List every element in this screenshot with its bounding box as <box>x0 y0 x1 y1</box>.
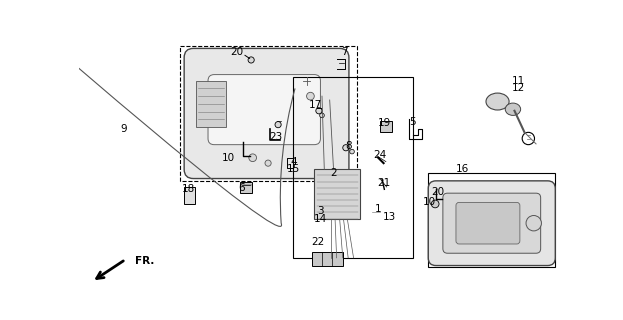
FancyBboxPatch shape <box>443 193 541 253</box>
Text: 20: 20 <box>431 188 444 197</box>
Text: 14: 14 <box>314 213 327 224</box>
Ellipse shape <box>505 103 521 116</box>
Text: 5: 5 <box>409 116 416 126</box>
Circle shape <box>307 92 314 100</box>
Text: 17: 17 <box>309 100 323 110</box>
Bar <box>293 77 413 258</box>
FancyBboxPatch shape <box>208 75 320 145</box>
Ellipse shape <box>486 93 509 110</box>
FancyBboxPatch shape <box>428 181 555 266</box>
Text: 9: 9 <box>121 124 128 134</box>
Bar <box>196 81 226 127</box>
Text: 10: 10 <box>423 196 436 207</box>
Text: 6: 6 <box>238 183 244 193</box>
Text: 3: 3 <box>317 206 324 216</box>
Bar <box>314 169 361 219</box>
Text: FR.: FR. <box>135 256 155 266</box>
Text: 23: 23 <box>269 132 282 142</box>
Text: 15: 15 <box>287 164 300 174</box>
Text: 18: 18 <box>182 184 196 194</box>
Circle shape <box>431 200 439 208</box>
Circle shape <box>275 122 281 128</box>
Bar <box>312 252 343 266</box>
Text: 8: 8 <box>345 141 351 151</box>
Circle shape <box>316 108 322 114</box>
Text: 11: 11 <box>511 76 525 86</box>
Circle shape <box>350 149 354 154</box>
Text: 21: 21 <box>377 178 390 188</box>
Circle shape <box>526 215 541 231</box>
Text: 10: 10 <box>222 153 235 163</box>
Text: 13: 13 <box>383 212 396 222</box>
Circle shape <box>343 145 349 151</box>
Bar <box>184 187 195 204</box>
Circle shape <box>320 113 325 118</box>
Text: 12: 12 <box>511 84 525 93</box>
Circle shape <box>249 154 257 162</box>
Text: 16: 16 <box>455 164 468 174</box>
Text: 4: 4 <box>290 156 297 167</box>
Text: 20: 20 <box>231 47 244 57</box>
Bar <box>380 121 392 132</box>
Text: 24: 24 <box>373 150 386 160</box>
Text: 22: 22 <box>312 237 325 247</box>
Text: 7: 7 <box>341 47 348 57</box>
Text: 1: 1 <box>375 204 381 214</box>
Circle shape <box>248 57 254 63</box>
Circle shape <box>265 160 271 166</box>
Bar <box>240 182 252 193</box>
FancyBboxPatch shape <box>184 48 349 179</box>
Text: 19: 19 <box>378 118 391 128</box>
FancyBboxPatch shape <box>456 203 520 244</box>
Bar <box>179 46 356 181</box>
Bar <box>428 173 555 267</box>
Text: 2: 2 <box>330 168 337 178</box>
